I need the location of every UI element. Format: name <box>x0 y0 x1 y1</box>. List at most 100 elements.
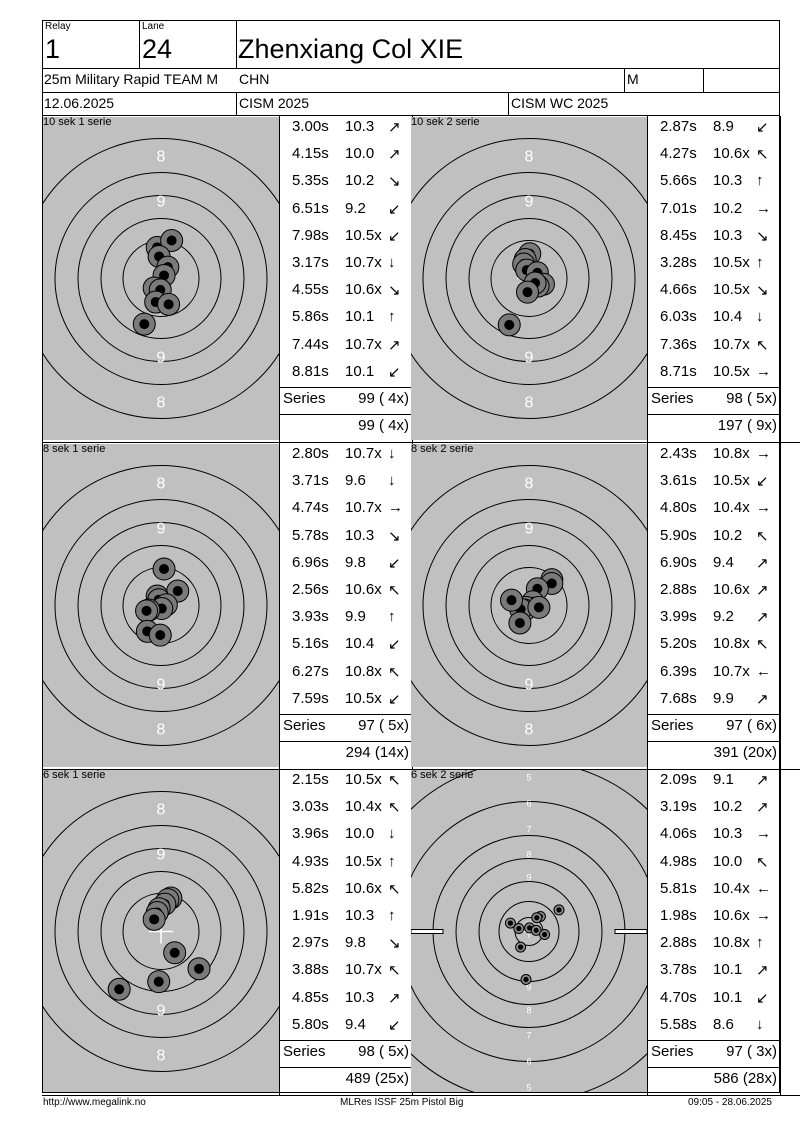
series-total-row: Series 98 ( 5x) <box>651 390 777 407</box>
shot-time: 5.20s <box>660 635 697 653</box>
svg-text:9: 9 <box>157 194 166 211</box>
shot-time: 3.00s <box>292 118 329 135</box>
shot-time: 3.19s <box>660 798 697 816</box>
shot-value: 10.3 <box>713 825 743 843</box>
shot-row: 5.86s 10.1 ↑ <box>280 304 412 331</box>
shot-row: 8.81s 10.1 ↙ <box>280 359 412 386</box>
shot-row: 2.43s 10.8x → <box>648 441 780 468</box>
shot-table: 2.09s 9.1 ↗ 3.19s 10.2 ↗ 4.06s 10.3 → 4.98s 10.0 ↖ 5… <box>648 769 780 1095</box>
shot-row: 6.39s 10.7x ← <box>648 659 780 686</box>
shot-row: 2.88s 10.6x ↗ <box>648 577 780 604</box>
shot-impact <box>147 970 171 994</box>
shot-value: 10.7x <box>345 445 382 462</box>
svg-text:8: 8 <box>157 1048 166 1065</box>
direction-arrow-icon: ↗ <box>388 336 401 354</box>
series-label: Series <box>283 390 326 407</box>
shot-table: 2.15s 10.5x ↖ 3.03s 10.4x ↖ 3.96s 10.0 ↓ 4.93s 10.… <box>280 769 412 1095</box>
shot-value: 10.2 <box>713 199 743 217</box>
shot-time: 7.01s <box>660 199 697 217</box>
footer-url[interactable]: http://www.megalink.no <box>43 1097 146 1108</box>
shot-time: 5.16s <box>292 635 329 653</box>
svg-text:9: 9 <box>526 983 531 993</box>
shot-impact <box>539 929 551 940</box>
shot-time: 1.98s <box>660 907 697 924</box>
competition: CISM 2025 <box>239 95 310 111</box>
shot-row: 4.66s 10.5x ↘ <box>648 277 780 304</box>
series-total-row: Series 99 ( 4x) <box>283 390 409 407</box>
direction-arrow-icon: ↙ <box>388 363 401 381</box>
shot-time: 5.66s <box>660 172 697 190</box>
lane-label: Lane <box>142 21 165 32</box>
direction-arrow-icon: ↓ <box>756 308 764 326</box>
svg-text:8: 8 <box>525 476 534 493</box>
shot-time: 8.81s <box>292 362 329 380</box>
serie-title: 10 sek 2 serie <box>411 116 480 128</box>
shot-impact <box>135 599 159 623</box>
cumulative-total: 197 ( 9x) <box>717 417 777 434</box>
shot-value: 10.7x <box>713 335 750 353</box>
shot-row: 7.98s 10.5x ↙ <box>280 223 412 250</box>
direction-arrow-icon: ↖ <box>756 636 769 654</box>
shot-row: 4.70s 10.1 ↙ <box>648 985 780 1012</box>
shot-time: 4.06s <box>660 825 697 843</box>
shot-row: 4.98s 10.0 ↖ <box>648 849 780 876</box>
shot-value: 9.8 <box>345 934 366 952</box>
shot-row: 5.81s 10.4x ← <box>648 876 780 903</box>
shot-value: 10.7x <box>345 499 382 517</box>
shot-impact <box>553 904 565 916</box>
shot-value: 10.3 <box>713 172 743 190</box>
lane-value: 24 <box>142 34 173 64</box>
shot-row: 8.71s 10.5x → <box>648 359 780 386</box>
direction-arrow-icon: ↑ <box>756 934 764 952</box>
shot-table: 3.00s 10.3 ↗ 4.15s 10.0 ↗ 5.35s 10.2 ↘ 6.51s 9.2 ↙ 7… <box>280 116 412 442</box>
svg-text:6: 6 <box>526 799 531 809</box>
direction-arrow-icon: ↗ <box>388 146 401 164</box>
direction-arrow-icon: ↑ <box>388 907 396 924</box>
direction-arrow-icon: → <box>756 825 771 843</box>
svg-text:9: 9 <box>157 350 166 367</box>
direction-arrow-icon: → <box>756 445 771 462</box>
shot-row: 2.15s 10.5x ↖ <box>280 767 412 794</box>
shot-time: 5.86s <box>292 308 329 326</box>
svg-text:8: 8 <box>157 802 166 819</box>
shot-time: 4.80s <box>660 499 697 517</box>
relay-value: 1 <box>45 34 61 64</box>
direction-arrow-icon: ↓ <box>388 472 396 490</box>
shot-time: 3.93s <box>292 608 329 626</box>
shot-time: 4.27s <box>660 145 697 163</box>
shot-row: 4.74s 10.7x → <box>280 495 412 522</box>
shot-row: 3.96s 10.0 ↓ <box>280 821 412 848</box>
direction-arrow-icon: ↘ <box>756 282 769 300</box>
shot-impact <box>142 907 166 931</box>
direction-arrow-icon: ↗ <box>756 690 769 708</box>
direction-arrow-icon: ↘ <box>388 173 401 191</box>
direction-arrow-icon: ↙ <box>388 227 401 245</box>
shot-row: 4.80s 10.4x → <box>648 495 780 522</box>
svg-text:9: 9 <box>525 194 534 211</box>
footer-software: MLRes ISSF 25m Pistol Big <box>340 1097 464 1108</box>
shot-time: 2.88s <box>660 581 697 598</box>
shot-impact <box>515 280 539 304</box>
shot-row: 5.35s 10.2 ↘ <box>280 168 412 195</box>
shot-table: 2.87s 8.9 ↙ 4.27s 10.6x ↖ 5.66s 10.3 ↑ 7.01s 10.2 →… <box>648 116 780 442</box>
country-code: CHN <box>239 71 270 87</box>
shot-time: 4.66s <box>660 281 697 299</box>
shot-row: 6.51s 9.2 ↙ <box>280 196 412 223</box>
direction-arrow-icon: ↘ <box>756 227 769 245</box>
direction-arrow-icon: → <box>756 362 771 380</box>
shot-value: 10.6x <box>713 581 750 598</box>
series-total-row: Series 97 ( 5x) <box>283 717 409 734</box>
direction-arrow-icon: ↙ <box>388 1016 401 1034</box>
svg-text:8: 8 <box>157 149 166 166</box>
shot-time: 2.09s <box>660 771 697 788</box>
shot-value: 9.4 <box>713 553 734 571</box>
direction-arrow-icon: ↖ <box>388 799 401 817</box>
target-1: 8 8 9 9 <box>43 117 279 440</box>
shot-impact <box>504 917 516 929</box>
shot-row: 7.44s 10.7x ↗ <box>280 332 412 359</box>
shot-time: 6.03s <box>660 308 697 326</box>
direction-arrow-icon: ↖ <box>388 772 401 789</box>
direction-arrow-icon: → <box>756 199 771 217</box>
direction-arrow-icon: ↓ <box>388 825 396 843</box>
shot-value: 10.8x <box>713 934 750 952</box>
